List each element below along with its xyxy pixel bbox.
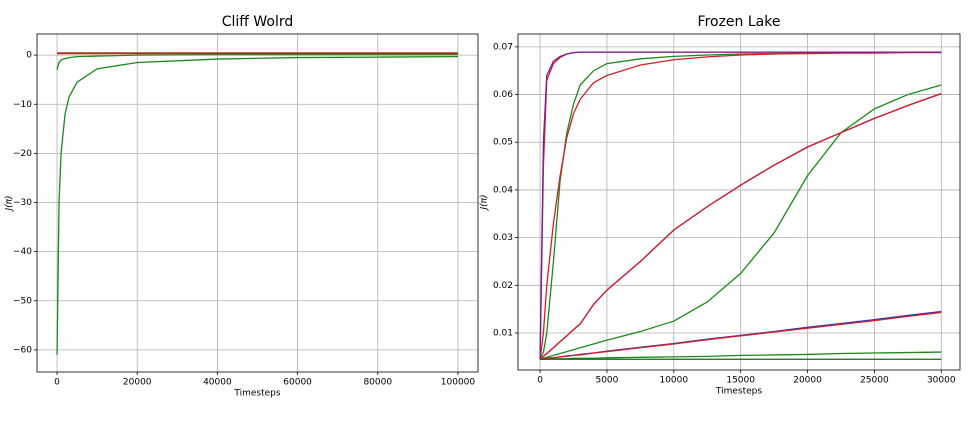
- series-line: [539, 311, 942, 360]
- chart-title: Cliff Wolrd: [222, 14, 294, 30]
- y-tick-label: −20: [13, 149, 32, 159]
- x-tick-label: 25000: [860, 376, 889, 386]
- y-tick-label: −60: [13, 345, 32, 355]
- x-tick-label: 15000: [726, 376, 755, 386]
- x-tick-label: 10000: [659, 376, 688, 386]
- chart-title: Frozen Lake: [698, 14, 781, 30]
- plot-frame: [36, 33, 479, 373]
- x-tick-label: 20000: [123, 378, 152, 388]
- x-axis-label: Timesteps: [233, 389, 280, 399]
- x-tick-label: 60000: [283, 378, 312, 388]
- x-tick-label: 0: [54, 378, 60, 388]
- series-line: [539, 51, 942, 360]
- y-tick-label: 0.01: [493, 328, 513, 338]
- x-tick-label: 30000: [927, 376, 956, 386]
- y-tick-label: 0.03: [493, 233, 513, 243]
- y-tick-label: 0.06: [493, 90, 513, 100]
- x-tick-label: 40000: [203, 378, 232, 388]
- y-tick-label: 0: [26, 51, 32, 61]
- y-tick-label: −30: [13, 198, 32, 208]
- y-tick-label: 0.04: [493, 185, 513, 195]
- series-line: [539, 92, 942, 360]
- y-axis-label: J(π): [480, 194, 490, 211]
- y-tick-label: −10: [13, 100, 32, 110]
- y-tick-label: 0.05: [493, 138, 513, 148]
- y-axis-label: J(π): [5, 195, 15, 212]
- plot-frame: [517, 33, 961, 371]
- series-line: [56, 53, 458, 71]
- y-tick-label: −40: [13, 247, 32, 257]
- series-line: [56, 55, 458, 355]
- series-line: [539, 84, 942, 360]
- x-tick-label: 100000: [441, 378, 476, 388]
- x-tick-label: 80000: [363, 378, 392, 388]
- y-tick-label: 0.07: [493, 42, 513, 52]
- x-tick-label: 20000: [793, 376, 822, 386]
- y-tick-label: −50: [13, 296, 32, 306]
- y-tick-label: 0.02: [493, 281, 513, 291]
- x-axis-label: Timesteps: [715, 387, 762, 397]
- series-line: [539, 51, 942, 360]
- x-tick-label: 0: [537, 376, 543, 386]
- x-tick-label: 5000: [595, 376, 618, 386]
